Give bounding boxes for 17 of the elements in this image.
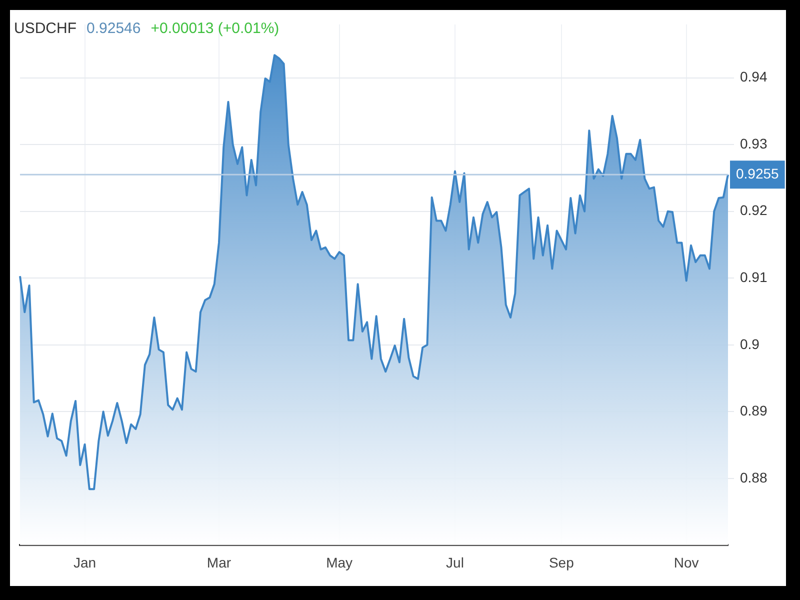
y-tick-label: 0.93 (740, 135, 768, 152)
y-tick-label: 0.89 (740, 402, 768, 419)
x-tick-label: Jul (446, 554, 464, 570)
y-tick-label: 0.88 (740, 469, 768, 486)
annotation: +0.00013 (+0.01%) (150, 20, 280, 37)
annotation: 0.92546 (86, 20, 141, 37)
y-tick-label: 0.92 (740, 202, 768, 218)
y-tick-label: 0.94 (740, 68, 768, 85)
x-tick-label: Jan (73, 554, 96, 570)
chart-title: USDCHF (14, 20, 76, 37)
x-tick-label: May (326, 554, 353, 570)
x-tick-label: Sep (548, 554, 574, 570)
y-tick-label: 0.91 (740, 268, 768, 285)
x-tick-label: Nov (674, 554, 699, 570)
ref-line-label: 0.9255 (736, 165, 780, 182)
x-tick-label: Mar (206, 554, 232, 570)
y-tick-label: 0.9 (740, 336, 760, 352)
